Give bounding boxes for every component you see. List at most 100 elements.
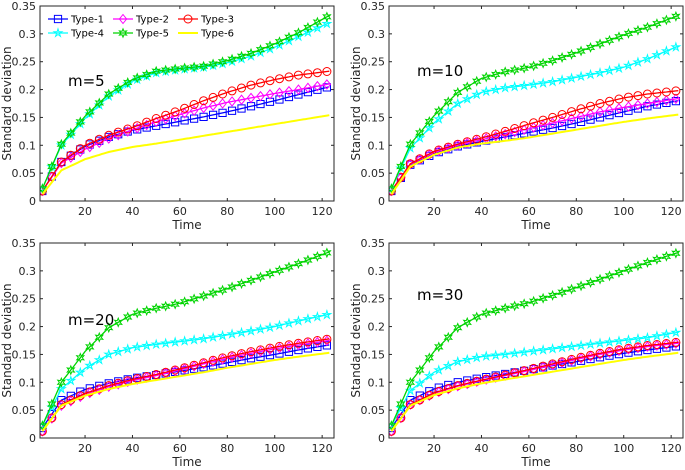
data-point <box>662 98 671 107</box>
series-line-type-3 <box>390 341 679 432</box>
data-point <box>624 106 633 115</box>
y-axis-label: Standard deviation <box>349 283 363 397</box>
data-point <box>321 308 333 320</box>
data-point <box>65 374 77 386</box>
data-point <box>471 88 483 100</box>
data-point <box>283 317 295 328</box>
series-line-type-6 <box>41 351 330 432</box>
data-point <box>641 53 654 64</box>
data-point <box>585 277 596 289</box>
data-point <box>218 89 228 99</box>
data-point <box>594 337 606 349</box>
data-point <box>198 290 209 302</box>
data-point <box>303 344 313 353</box>
data-point <box>237 83 246 93</box>
data-point <box>312 68 322 78</box>
data-point <box>104 133 113 144</box>
data-point <box>273 319 286 331</box>
series-line-type-6 <box>390 351 679 432</box>
data-point <box>557 52 567 63</box>
data-point <box>217 284 228 296</box>
data-point <box>661 87 671 97</box>
data-point <box>452 355 464 367</box>
data-point <box>94 331 105 343</box>
data-point <box>414 377 426 389</box>
data-point <box>633 99 643 111</box>
x-tick-label: 120 <box>661 442 682 455</box>
data-point <box>237 349 246 359</box>
data-point <box>199 102 208 114</box>
data-point <box>256 99 265 109</box>
panel-3: 20 40 60 80 100 120 0 0.05 0.1 0.15 0.2 0.25 0.3 0.35… <box>0 237 335 469</box>
data-point <box>565 72 578 83</box>
data-point <box>311 311 323 322</box>
data-point <box>557 115 567 127</box>
data-point <box>423 370 435 381</box>
data-point <box>151 302 161 314</box>
data-point <box>480 350 492 361</box>
legend-swatch-marker <box>183 14 193 24</box>
markers-type-4 <box>389 41 682 194</box>
data-point <box>651 330 663 341</box>
data-point <box>265 40 275 52</box>
data-point <box>396 160 406 172</box>
data-point <box>265 268 275 280</box>
data-point <box>208 100 218 112</box>
data-point <box>237 356 246 365</box>
data-point <box>292 315 305 326</box>
series-line-type-2 <box>41 83 330 192</box>
data-point <box>189 105 199 116</box>
data-point <box>622 59 635 71</box>
data-point <box>293 70 303 80</box>
data-point <box>199 112 208 121</box>
data-point <box>671 10 681 22</box>
series-line-type-3 <box>390 90 679 192</box>
data-point <box>528 345 540 356</box>
x-axis-label: Time <box>520 455 550 469</box>
series-line-type-1 <box>41 86 330 192</box>
data-point <box>622 334 635 345</box>
y-tick-label: 0.15 <box>12 348 37 361</box>
data-point <box>586 115 595 124</box>
data-point <box>66 127 76 139</box>
series-layer <box>389 10 682 197</box>
data-point <box>453 322 463 334</box>
data-point <box>670 41 682 52</box>
data-point <box>500 302 510 314</box>
data-point <box>557 286 567 298</box>
data-point <box>132 72 142 84</box>
data-point <box>462 316 472 328</box>
data-point <box>652 88 662 98</box>
x-tick-label: 80 <box>220 442 234 455</box>
y-tick-label: 0.25 <box>361 56 386 69</box>
markers-type-1 <box>389 97 680 196</box>
data-point <box>284 72 294 82</box>
data-point <box>481 307 491 319</box>
data-point <box>605 96 614 106</box>
data-point <box>237 94 246 106</box>
data-point <box>565 340 578 352</box>
x-tick-label: 120 <box>661 205 682 218</box>
data-point <box>642 89 652 99</box>
data-point <box>395 402 407 413</box>
x-tick-label: 40 <box>125 442 139 455</box>
axes-frame <box>39 5 335 202</box>
data-point <box>66 364 76 376</box>
data-point <box>509 80 521 92</box>
y-tick-label: 0 <box>29 195 36 208</box>
data-point <box>57 157 66 169</box>
data-point <box>624 101 633 112</box>
markers-type-4 <box>40 17 333 194</box>
data-point <box>499 82 511 93</box>
data-point <box>623 263 634 275</box>
data-point <box>122 343 134 354</box>
data-point <box>161 119 170 129</box>
data-point <box>218 98 227 109</box>
data-point <box>245 325 257 336</box>
data-point <box>604 34 615 46</box>
data-point <box>275 341 284 351</box>
data-point <box>472 134 482 144</box>
data-point <box>576 117 586 126</box>
data-point <box>461 353 473 365</box>
data-point <box>161 367 171 377</box>
